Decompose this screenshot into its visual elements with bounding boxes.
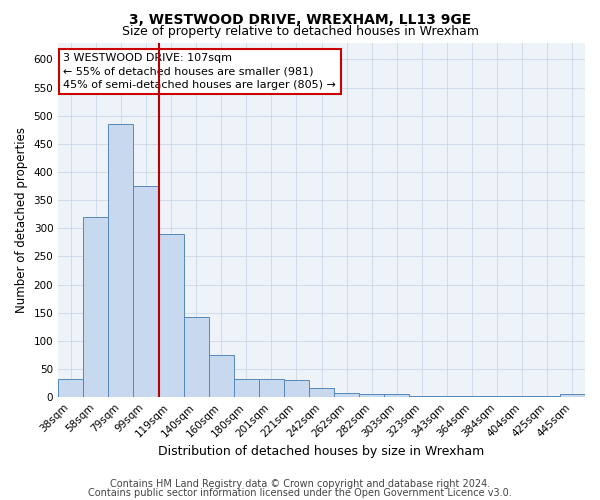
Bar bbox=[234, 378, 259, 397]
Text: 3 WESTWOOD DRIVE: 107sqm
← 55% of detached houses are smaller (981)
45% of semi-: 3 WESTWOOD DRIVE: 107sqm ← 55% of detach… bbox=[64, 53, 337, 90]
Bar bbox=[485, 396, 510, 397]
Text: Contains HM Land Registry data © Crown copyright and database right 2024.: Contains HM Land Registry data © Crown c… bbox=[110, 479, 490, 489]
Text: Size of property relative to detached houses in Wrexham: Size of property relative to detached ho… bbox=[121, 25, 479, 38]
Bar bbox=[184, 316, 209, 397]
Y-axis label: Number of detached properties: Number of detached properties bbox=[15, 127, 28, 313]
Bar bbox=[259, 378, 284, 397]
Text: 3, WESTWOOD DRIVE, WREXHAM, LL13 9GE: 3, WESTWOOD DRIVE, WREXHAM, LL13 9GE bbox=[129, 12, 471, 26]
Bar bbox=[158, 234, 184, 397]
X-axis label: Distribution of detached houses by size in Wrexham: Distribution of detached houses by size … bbox=[158, 444, 485, 458]
Bar bbox=[209, 355, 234, 397]
Bar bbox=[409, 396, 434, 397]
Bar bbox=[535, 396, 560, 397]
Bar bbox=[385, 394, 409, 397]
Bar bbox=[58, 379, 83, 397]
Bar bbox=[133, 186, 158, 397]
Bar bbox=[334, 392, 359, 397]
Bar bbox=[83, 217, 109, 397]
Bar bbox=[284, 380, 309, 397]
Bar bbox=[560, 394, 585, 397]
Bar bbox=[359, 394, 385, 397]
Bar bbox=[434, 396, 460, 397]
Text: Contains public sector information licensed under the Open Government Licence v3: Contains public sector information licen… bbox=[88, 488, 512, 498]
Bar bbox=[309, 388, 334, 397]
Bar bbox=[510, 396, 535, 397]
Bar bbox=[460, 396, 485, 397]
Bar bbox=[109, 124, 133, 397]
